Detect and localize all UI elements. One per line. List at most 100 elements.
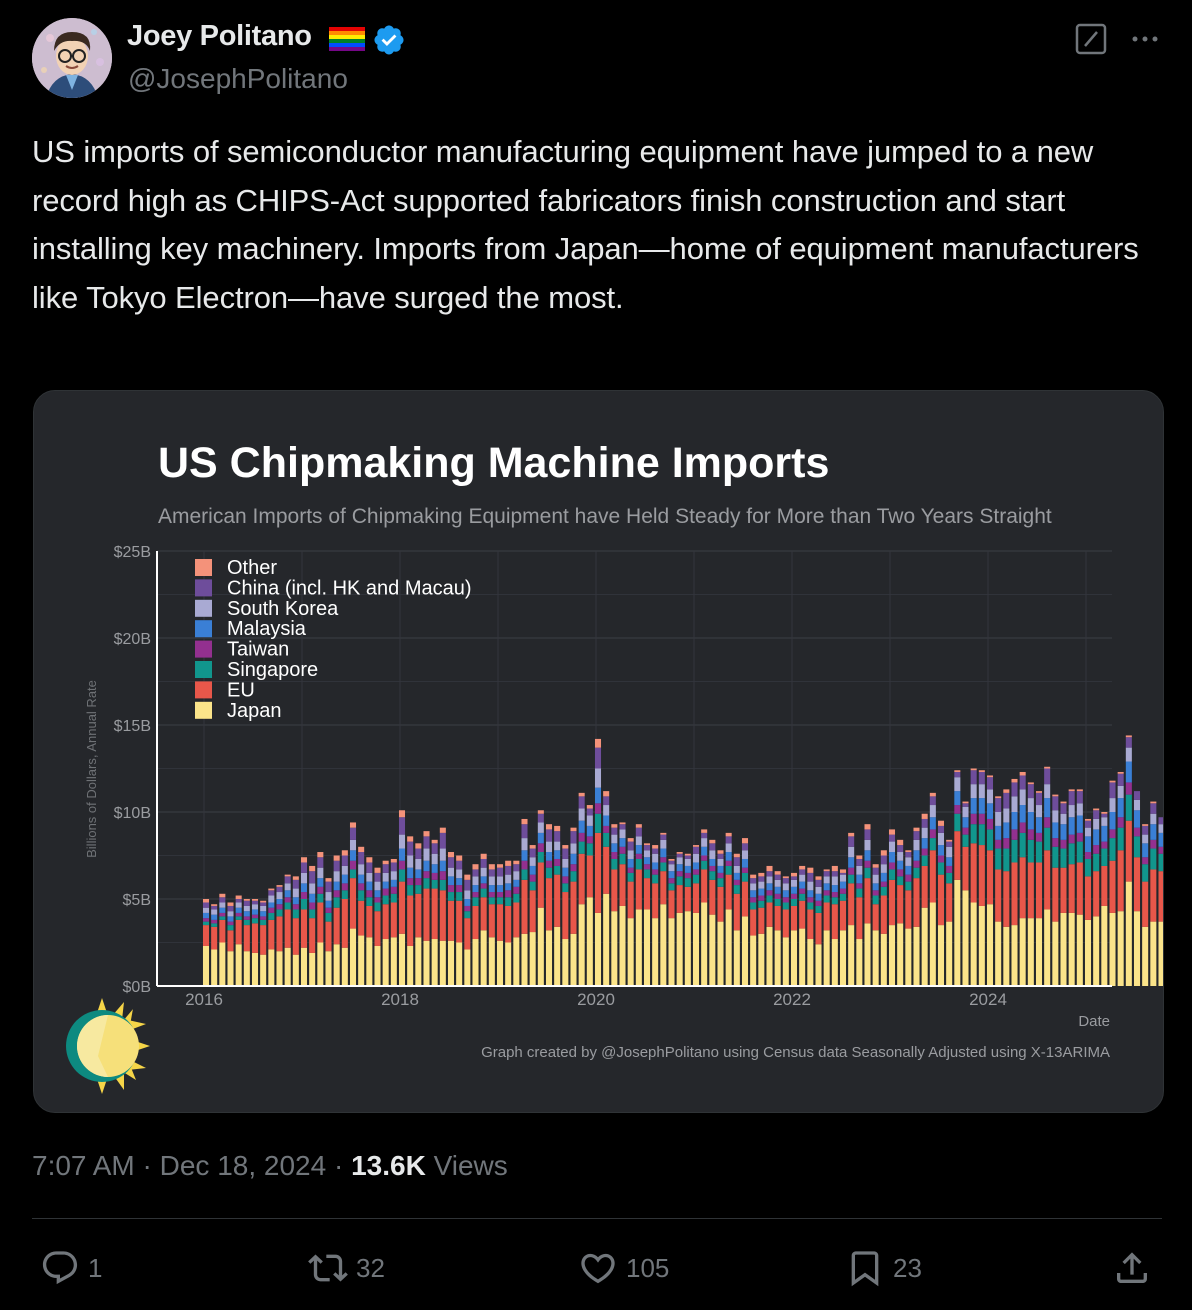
bar-segment-south-korea [447, 867, 455, 877]
bar-segment-eu [562, 892, 569, 940]
author-handle[interactable]: @JosephPolitano [128, 63, 348, 94]
bar-segment-south-korea [431, 853, 438, 865]
bar-segment-malaysia [888, 852, 896, 863]
bookmark-button[interactable]: 23 [845, 1246, 922, 1290]
bar-segment-malaysia [390, 879, 397, 887]
bar-segment-taiwan [1044, 817, 1051, 828]
bar-segment-south-korea [366, 872, 373, 882]
bar-segment-taiwan [937, 855, 945, 863]
bar-segment-other [986, 775, 994, 778]
like-button[interactable]: 105 [578, 1246, 669, 1290]
bar-segment-japan [1158, 921, 1163, 986]
bar-segment-south-korea [472, 876, 479, 886]
bar-segment-eu [946, 883, 953, 922]
date[interactable]: Dec 18, 2024 [159, 1150, 327, 1181]
bar-segment-other [562, 845, 569, 849]
bar-segment-china [668, 860, 675, 865]
bar-segment-singapore [946, 872, 953, 884]
bar-segment-malaysia [611, 843, 618, 853]
avatar[interactable] [32, 18, 112, 98]
bar-segment-eu [366, 905, 373, 938]
author-name[interactable]: Joey Politano [127, 20, 312, 52]
bar-segment-china [251, 900, 259, 905]
tweet-timestamp[interactable]: 7:07 AM · Dec 18, 2024 · 13.6K Views [32, 1150, 508, 1182]
share-button[interactable] [1112, 1246, 1160, 1290]
bar-segment-singapore [333, 897, 340, 908]
bar-segment-other [374, 867, 381, 873]
bar-segment-other [260, 900, 267, 903]
bar-segment-singapore [676, 876, 683, 886]
bar-segment-japan [513, 937, 520, 986]
bar-segment-eu [1125, 820, 1132, 882]
chart-image[interactable]: US Chipmaking Machine Imports American I… [33, 390, 1164, 1113]
bar-segment-south-korea [1158, 824, 1163, 833]
bar-segment-singapore [1019, 832, 1026, 858]
bar-segment-eu [1109, 860, 1116, 913]
bar-segment-japan [635, 909, 642, 986]
bar-segment-malaysia [268, 902, 275, 908]
bar-segment-eu [1019, 857, 1026, 919]
bar-segment-south-korea [1044, 784, 1051, 799]
bar-segment-japan [317, 942, 324, 986]
bar-segment-taiwan [202, 918, 210, 922]
chart-caption: Graph created by @JosephPolitano using C… [481, 1044, 1110, 1061]
bar-segment-china [1158, 817, 1163, 825]
reply-button[interactable]: 1 [40, 1246, 102, 1290]
bar-segment-south-korea [333, 871, 340, 882]
bar-segment-china [358, 852, 365, 865]
bar-segment-other [946, 839, 953, 842]
bar-segment-singapore [1133, 836, 1141, 858]
bar-segment-eu [431, 888, 438, 940]
bar-segment-eu [929, 850, 936, 903]
bar-segment-south-korea [799, 874, 806, 882]
bar-segment-malaysia [676, 864, 683, 872]
bar-segment-japan [594, 912, 602, 986]
bar-segment-japan [251, 952, 259, 986]
bar-segment-japan [268, 949, 275, 986]
bar-segment-south-korea [848, 846, 855, 858]
bar-segment-other [1052, 794, 1059, 797]
bar-segment-china [505, 865, 512, 875]
bar-segment-south-korea [1109, 798, 1116, 812]
bar-segment-taiwan [725, 860, 732, 866]
bar-segment-japan [799, 928, 806, 986]
bar-segment-china [603, 796, 610, 806]
bar-segment-taiwan [888, 862, 896, 870]
bar-segment-taiwan [1019, 822, 1026, 833]
time[interactable]: 7:07 AM [32, 1150, 135, 1181]
bar-segment-malaysia [300, 883, 308, 893]
bar-segment-japan [423, 940, 430, 986]
bar-segment-malaysia [251, 909, 259, 915]
bar-segment-singapore [1158, 853, 1163, 872]
bar-segment-china [709, 843, 716, 851]
bar-segment-other [1035, 791, 1043, 793]
bar-segment-eu [1101, 865, 1108, 906]
bar-segment-taiwan [1060, 839, 1067, 849]
bar-segment-china [374, 872, 381, 882]
bar-segment-malaysia [562, 867, 569, 877]
more-icon[interactable] [1128, 24, 1162, 54]
legend-label: Taiwan [227, 639, 289, 661]
bar-segment-taiwan [913, 860, 920, 868]
bar-segment-eu [1060, 867, 1067, 913]
bar-segment-taiwan [415, 878, 422, 886]
bar-segment-south-korea [1035, 805, 1043, 818]
bar-segment-singapore [202, 921, 210, 926]
bar-segment-taiwan [243, 916, 250, 920]
grok-icon[interactable] [1074, 22, 1108, 56]
bar-segment-other [578, 792, 585, 797]
bar-segment-china [766, 871, 773, 877]
repost-button[interactable]: 32 [308, 1246, 385, 1290]
bar-segment-japan [1093, 916, 1100, 986]
bar-segment-singapore [570, 871, 577, 882]
bar-segment-singapore [251, 918, 259, 924]
bar-segment-eu [537, 862, 544, 908]
bar-segment-eu [692, 883, 700, 913]
bar-segment-china [1084, 820, 1092, 828]
bar-segment-singapore [774, 899, 781, 906]
bar-segment-china [1150, 803, 1157, 814]
bar-segment-malaysia [839, 881, 847, 889]
bar-segment-other [774, 871, 781, 875]
bar-segment-eu [611, 869, 618, 912]
bookmark-icon [851, 1251, 879, 1287]
